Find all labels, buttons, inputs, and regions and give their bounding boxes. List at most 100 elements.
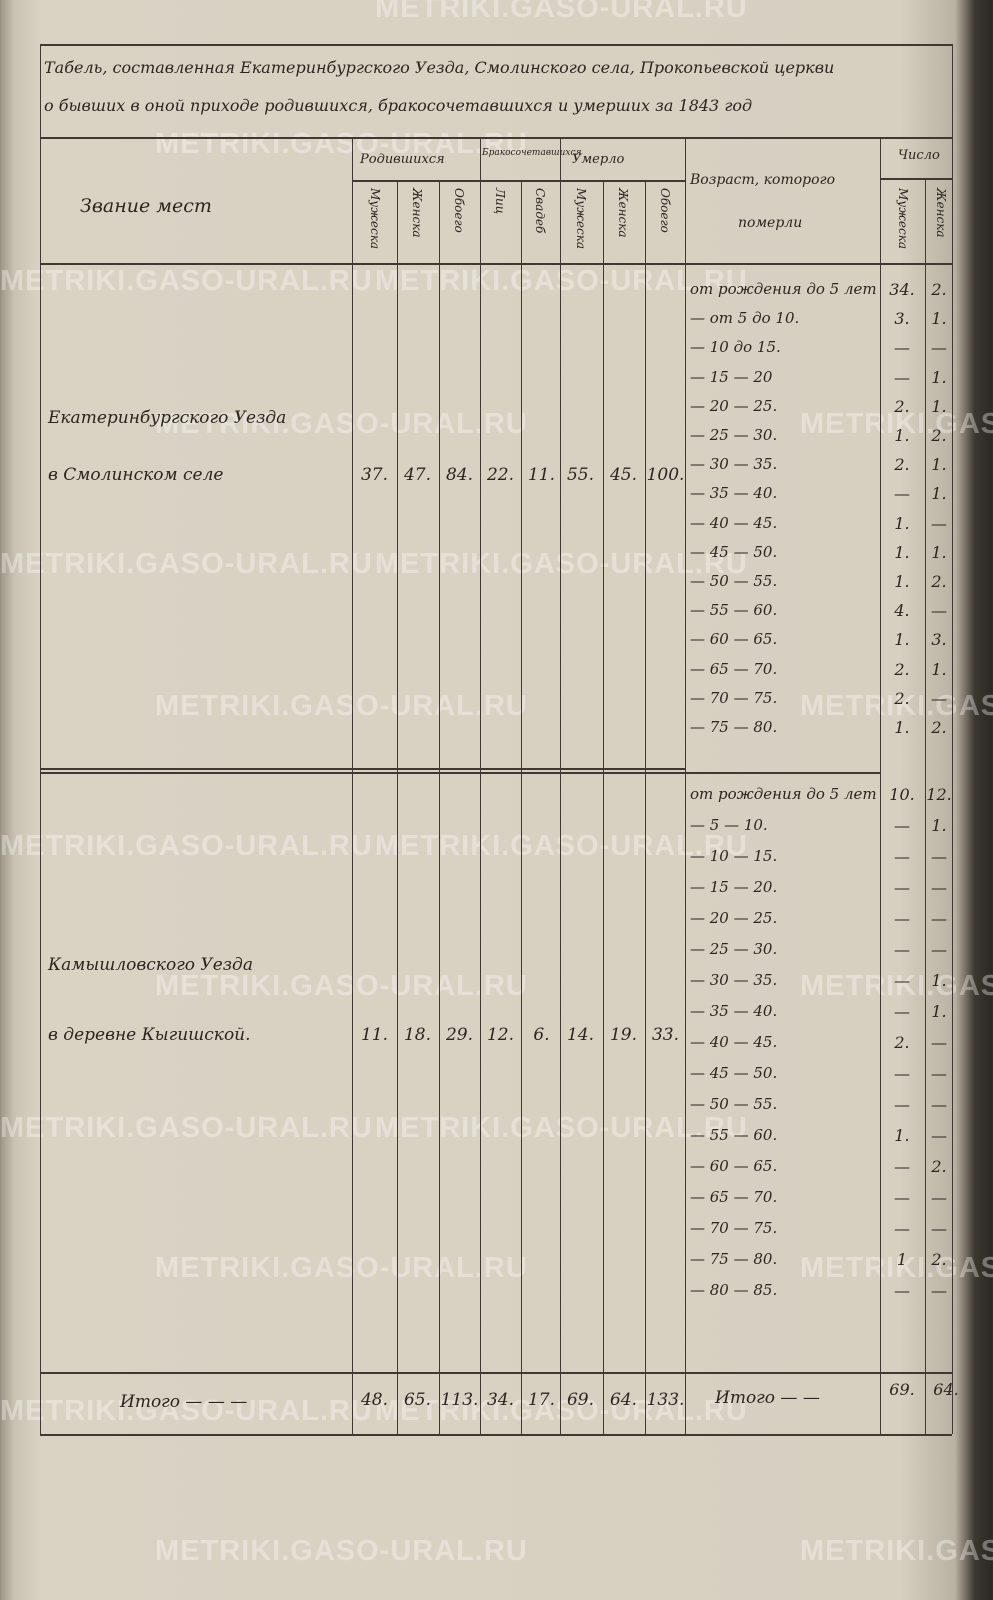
section-1-age-range: — 45 — 50. <box>690 542 778 561</box>
watermark-text: METRIKI.GASO-URAL.RU <box>800 408 993 440</box>
totals-value: 69. <box>566 1390 595 1410</box>
section-1-deaths-male: 2. <box>894 396 910 416</box>
section-2-value: 19. <box>609 1025 638 1045</box>
section-1-deaths-female: — <box>931 601 947 621</box>
section-2-deaths-female: — <box>931 1064 947 1083</box>
section-2-deaths-female: — <box>931 1281 947 1300</box>
section-1-age-range: — 70 — 75. <box>690 688 778 707</box>
column-rule <box>685 137 687 1434</box>
section-2-age-range: — 25 — 30. <box>690 940 778 958</box>
section-2-age-range: — 5 — 10. <box>690 816 768 834</box>
header-died-male: Мужеска <box>574 188 588 250</box>
section-2-deaths-male: — <box>894 909 910 928</box>
header-married: Бракосочетавшихся <box>482 148 582 158</box>
section-1-deaths-male: 1. <box>894 426 910 445</box>
rule <box>352 180 685 182</box>
header-died-both: Обоего <box>658 188 672 233</box>
header-born: Родившихся <box>360 152 445 167</box>
watermark-text: METRIKI.GASO-URAL.RU <box>155 408 528 440</box>
section-1-deaths-female: 1. <box>931 659 947 679</box>
section-2-deaths-male: — <box>894 1157 910 1176</box>
rule <box>40 44 952 46</box>
section-1-deaths-female: 3. <box>931 630 947 650</box>
column-rule <box>40 44 42 1434</box>
section-1-deaths-female: 1. <box>931 542 947 562</box>
header-born-both: Обоего <box>452 188 466 233</box>
section-2-deaths-female: — <box>931 1095 947 1114</box>
column-rule <box>925 178 927 1434</box>
section-1-deaths-female: — <box>931 513 947 533</box>
section-2-deaths-male: — <box>894 940 910 959</box>
watermark-text: METRIKI.GASO-URAL.RU <box>155 1535 528 1567</box>
section-1-place-line-1: Екатеринбургского Уезда <box>48 408 287 428</box>
section-1-place-line-2: в Смолинском селе <box>48 465 224 485</box>
watermark-text: METRIKI.GASO-URAL.RU <box>800 970 993 1002</box>
section-2-deaths-female: 1. <box>931 816 947 835</box>
rule <box>40 1372 952 1374</box>
section-1-age-range: от рождения до 5 лет <box>690 280 877 298</box>
section-1-value: 22. <box>486 465 515 485</box>
section-2-value: 11. <box>360 1025 389 1045</box>
section-2-age-range: — 70 — 75. <box>690 1219 778 1237</box>
section-1-age-range: — 40 — 45. <box>690 513 778 532</box>
watermark-text: METRIKI.GASO-URAL.RU <box>800 690 993 722</box>
watermark-text: METRIKI.GASO-URAL.RU <box>155 970 528 1002</box>
section-2-age-range: — 80 — 85. <box>690 1281 778 1299</box>
section-2-value: 6. <box>533 1025 550 1045</box>
header-died-female: Женска <box>616 188 630 238</box>
section-2-value: 18. <box>403 1025 432 1045</box>
document-title-line-2: о бывших в оной приходе родившихся, брак… <box>44 96 753 115</box>
section-2-deaths-female: — <box>931 940 947 959</box>
column-rule <box>952 44 954 1434</box>
totals-value: 133. <box>646 1390 685 1410</box>
section-1-value: 100. <box>646 465 685 485</box>
section-2-value: 29. <box>445 1025 474 1045</box>
section-1-deaths-female: 1. <box>931 484 947 504</box>
section-1-deaths-female: 1. <box>931 396 947 416</box>
header-born-female: Женска <box>410 188 424 238</box>
section-1-deaths-male: 2. <box>894 659 910 679</box>
section-2-deaths-female: 12. <box>926 785 952 804</box>
section-2-deaths-male: 1. <box>894 1126 910 1145</box>
section-1-age-range: — 15 — 20 <box>690 367 773 386</box>
section-2-age-range: — 60 — 65. <box>690 1157 778 1175</box>
rule <box>40 1434 952 1436</box>
section-1-deaths-male: 1. <box>894 542 910 562</box>
section-1-deaths-male: — <box>894 367 910 387</box>
header-number: Число <box>898 148 940 163</box>
section-1-deaths-male: 3. <box>894 309 910 329</box>
watermark-text: METRIKI.GASO-URAL.RU <box>0 1112 373 1144</box>
section-2-age-range: — 55 — 60. <box>690 1126 778 1144</box>
section-1-deaths-male: 1. <box>894 630 910 650</box>
section-1-deaths-female: — <box>931 338 947 358</box>
section-1-age-range: — 35 — 40. <box>690 484 778 503</box>
watermark-text: METRIKI.GASO-URAL.RU <box>0 1395 373 1427</box>
totals-value: 65. <box>403 1390 432 1410</box>
column-rule <box>880 137 882 1434</box>
section-2-deaths-female: 2. <box>931 1250 947 1269</box>
section-2-value: 12. <box>486 1025 515 1045</box>
totals-number-female: 64. <box>933 1380 959 1399</box>
section-2-deaths-male: — <box>894 878 910 897</box>
watermark-text: METRIKI.GASO-URAL.RU <box>800 1535 993 1567</box>
section-1-age-range: — 50 — 55. <box>690 572 778 590</box>
header-married-persons: Лиц <box>493 188 507 215</box>
section-2-value: 14. <box>566 1025 595 1045</box>
totals-value: 113. <box>440 1390 479 1410</box>
section-2-age-range: — 30 — 35. <box>690 971 778 989</box>
totals-value: 48. <box>360 1390 389 1410</box>
section-1-age-range: — 75 — 80. <box>690 718 778 736</box>
section-2-place-line-2: в деревне Кыгишской. <box>48 1025 251 1045</box>
section-1-deaths-male: 1. <box>894 513 910 533</box>
watermark-text: METRIKI.GASO-URAL.RU <box>800 1252 993 1284</box>
section-1-value: 84. <box>445 465 474 485</box>
section-2-deaths-male: — <box>894 1095 910 1114</box>
totals-value: 17. <box>527 1390 556 1410</box>
section-2-age-range: — 20 — 25. <box>690 909 778 927</box>
section-1-deaths-female: 2. <box>931 718 947 737</box>
section-1-deaths-male: — <box>894 484 910 504</box>
section-1-deaths-female: 2. <box>931 280 947 299</box>
watermark-text: METRIKI.GASO-URAL.RU <box>0 830 373 862</box>
section-1-value: 45. <box>609 465 638 485</box>
section-1-age-range: — 20 — 25. <box>690 396 778 415</box>
